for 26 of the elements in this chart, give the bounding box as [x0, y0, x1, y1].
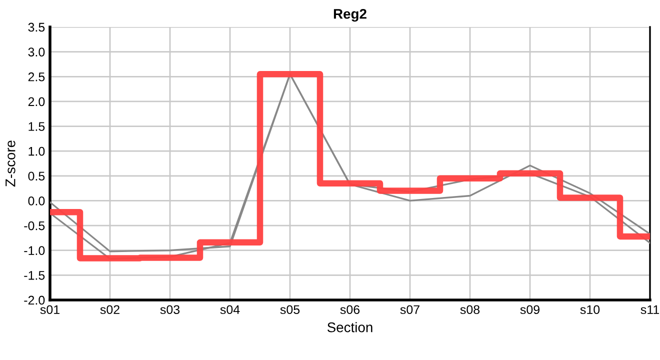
x-tick-label: s11 — [640, 305, 660, 314]
x-tick-label: s01 — [40, 305, 60, 314]
y-tick-label: -2.0 — [24, 296, 45, 305]
y-tick-label: 2.0 — [28, 97, 45, 106]
x-tick-label: s05 — [280, 305, 300, 314]
y-tick-label: -0.5 — [24, 221, 45, 230]
x-tick-label: s10 — [580, 305, 600, 314]
y-tick-label: 3.0 — [28, 48, 45, 56]
x-tick-label: s09 — [520, 305, 540, 314]
x-tick-label: s07 — [400, 305, 420, 314]
y-tick-label: -1.0 — [24, 246, 45, 256]
y-tick-label: 0.5 — [28, 172, 45, 181]
chart-title: Reg2 — [334, 8, 366, 22]
x-tick-label: s03 — [160, 305, 180, 314]
y-tick-label: 0.0 — [28, 196, 45, 206]
x-tick-label: s04 — [220, 305, 240, 314]
y-tick-label: 1.5 — [28, 122, 45, 131]
y-axis-title: Z-score — [6, 140, 16, 187]
x-tick-label: s02 — [100, 305, 120, 314]
x-tick-label: s08 — [460, 305, 480, 314]
y-tick-label: 3.5 — [28, 22, 45, 32]
y-tick-label: -1.5 — [24, 271, 45, 280]
x-tick-label: s06 — [340, 305, 360, 314]
x-axis-title: Section — [327, 322, 372, 332]
y-tick-label: 1.0 — [28, 146, 45, 156]
y-tick-label: 2.5 — [28, 72, 45, 82]
